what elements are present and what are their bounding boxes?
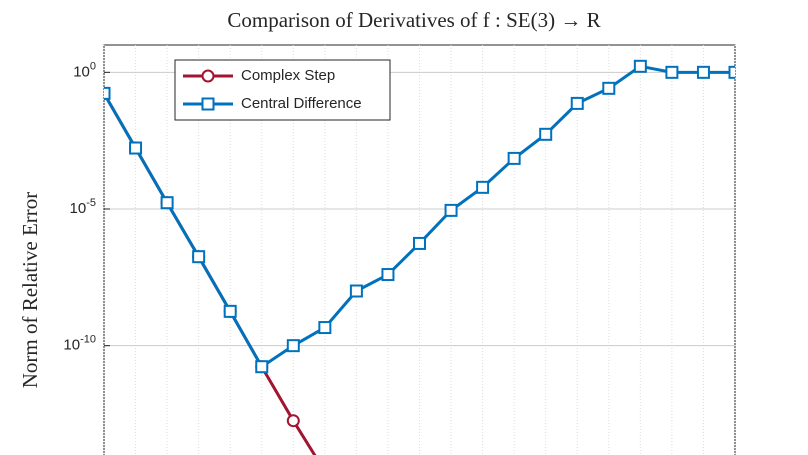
chart-title: Comparison of Derivatives of f : SE(3) →… [227, 8, 600, 32]
marker [728, 65, 735, 79]
marker [633, 59, 647, 73]
y-tick-label: 100 [73, 60, 96, 80]
marker [444, 203, 458, 217]
legend-marker [201, 69, 215, 83]
marker [192, 250, 206, 264]
marker [381, 268, 395, 282]
marker [129, 141, 143, 155]
y-axis-label: Norm of Relative Error [18, 192, 42, 389]
legend-marker [201, 97, 215, 111]
marker [286, 414, 300, 428]
marker [665, 65, 679, 79]
marker [413, 236, 426, 250]
marker [223, 304, 237, 318]
legend-label: Central Difference [241, 95, 362, 112]
marker [539, 127, 553, 141]
marker [160, 196, 174, 210]
marker [507, 151, 521, 165]
marker [286, 339, 300, 353]
y-tick-label: 10-5 [70, 197, 96, 217]
marker [349, 284, 363, 298]
marker [104, 86, 111, 100]
marker [696, 65, 710, 79]
legend-label: Complex Step [241, 67, 335, 84]
marker [476, 180, 490, 194]
marker [255, 360, 269, 374]
y-tick-label: 10-10 [63, 334, 96, 354]
marker [318, 321, 332, 335]
marker [602, 81, 616, 95]
marker [570, 96, 584, 110]
